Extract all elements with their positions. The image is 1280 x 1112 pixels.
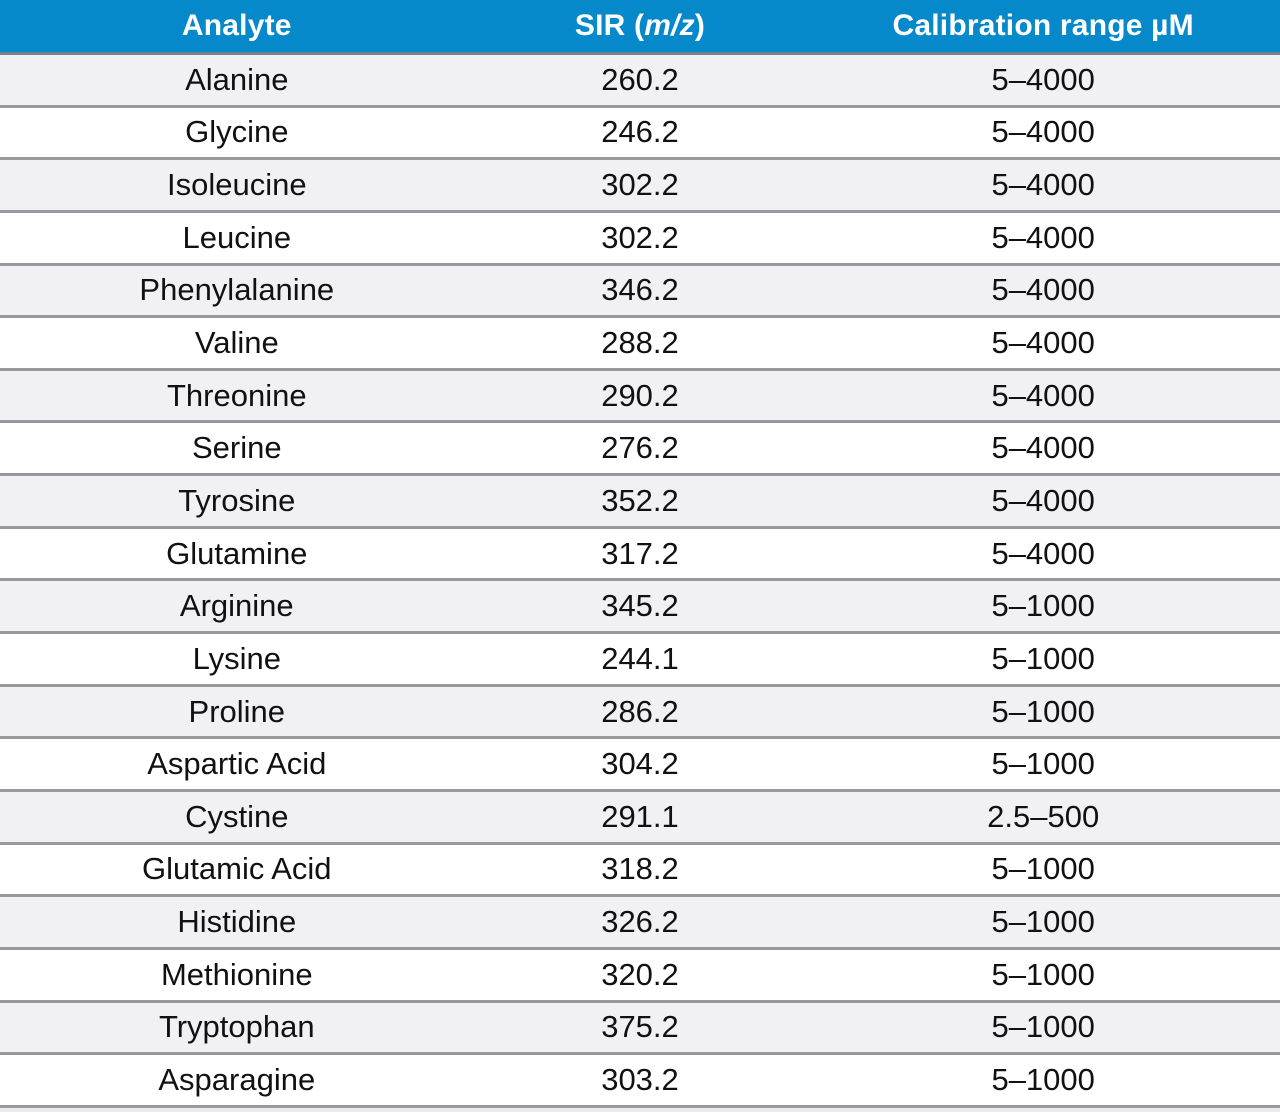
table-row: Tryptophan 375.2 5–1000 [0,999,1280,1053]
analyte-cell: Histidine [177,904,297,940]
range-cell: 5–4000 [991,272,1095,308]
range-cell: 5–4000 [991,325,1095,361]
table-row: Leucine 302.2 5–4000 [0,209,1280,263]
range-cell: 5–4000 [991,535,1095,571]
range-cell: 5–1000 [991,588,1095,624]
range-cell: 5–4000 [991,167,1095,203]
header-sir-mz: SIR (m/z) [474,9,807,43]
analyte-cell: Leucine [182,219,292,255]
sir-cell: 286.2 [601,693,679,729]
table-row: Valine 288.2 5–4000 [0,315,1280,368]
table-row: Aspartic Acid 304.2 5–1000 [0,736,1280,789]
table-row: Lysine 244.1 5–1000 [0,631,1280,684]
table-row: Isoleucine 302.2 5–4000 [0,157,1280,210]
table-row: Tyrosine 352.2 5–4000 [0,473,1280,526]
sir-cell: 303.2 [601,1061,679,1097]
sir-cell: 320.2 [601,956,679,992]
table-row: Threonine 290.2 5–4000 [0,367,1280,421]
range-cell: 5–1000 [991,1009,1095,1045]
table-body: Alanine 260.2 5–4000 Glycine 246.2 5–400… [0,52,1280,1105]
header-calibration-range: Calibration range µM [892,9,1194,42]
analyte-cell: Glutamic Acid [142,851,332,887]
header-sir-prefix: SIR ( [574,9,645,42]
range-cell: 5–1000 [991,746,1095,782]
range-cell: 5–4000 [991,219,1095,255]
range-cell: 5–4000 [991,482,1095,518]
analyte-cell: Lysine [192,640,282,676]
table-row: Histidine 326.2 5–1000 [0,894,1280,947]
table-header-row: Analyte SIR (m/z) Calibration range µM [0,0,1280,52]
table-row: Asparagine 303.2 5–1000 [0,1052,1280,1105]
range-cell: 2.5–500 [987,798,1100,834]
analyte-cell: Tryptophan [158,1009,315,1045]
analyte-cell: Serine [191,430,282,466]
table-row: Phenylalanine 346.2 5–4000 [0,262,1280,316]
analyte-cell: Proline [188,693,286,729]
table-row: Alanine 260.2 5–4000 [0,52,1280,105]
range-cell: 5–4000 [991,61,1095,97]
table-row: Cystine 291.1 2.5–500 [0,788,1280,842]
sir-cell: 302.2 [601,219,679,255]
header-sir-suffix: ) [694,9,706,42]
range-cell: 5–1000 [991,851,1095,887]
sir-cell: 288.2 [601,325,679,361]
sir-cell: 317.2 [601,535,679,571]
sir-cell: 260.2 [601,61,679,97]
table-row: Glutamic Acid 318.2 5–1000 [0,841,1280,895]
sir-cell: 326.2 [601,904,679,940]
analyte-cell: Phenylalanine [139,272,335,308]
analyte-cell: Valine [194,325,279,361]
table-row: Proline 286.2 5–1000 [0,683,1280,737]
sir-cell: 290.2 [601,377,679,413]
sir-cell: 345.2 [601,588,679,624]
table-row: Arginine 345.2 5–1000 [0,578,1280,632]
analyte-cell: Glycine [185,114,289,150]
sir-cell: 375.2 [601,1009,679,1045]
analyte-cell: Methionine [160,956,313,992]
sir-cell: 352.2 [601,482,679,518]
range-cell: 5–1000 [991,1061,1095,1097]
analyte-cell: Asparagine [158,1061,316,1097]
table-row: Methionine 320.2 5–1000 [0,946,1280,1000]
range-cell: 5–1000 [991,640,1095,676]
analyte-cell: Tyrosine [178,482,296,518]
range-cell: 5–1000 [991,693,1095,729]
table-row: Serine 276.2 5–4000 [0,420,1280,474]
range-cell: 5–1000 [991,904,1095,940]
header-analyte: Analyte [181,9,292,42]
range-cell: 5–1000 [991,956,1095,992]
analyte-cell: Alanine [185,61,289,97]
analyte-cell: Threonine [167,377,307,413]
analyte-cell: Glutamine [166,535,308,571]
sir-cell: 246.2 [601,114,679,150]
analyte-cell: Cystine [185,798,289,834]
sir-cell: 304.2 [601,746,679,782]
range-cell: 5–4000 [991,114,1095,150]
sir-cell: 291.1 [601,798,679,834]
analyte-cell: Aspartic Acid [147,746,327,782]
header-sir-mz-italic: m/z [644,9,695,42]
analyte-cell: Arginine [179,588,294,624]
analyte-cell: Isoleucine [167,167,307,203]
range-cell: 5–4000 [991,377,1095,413]
table-row: Glycine 246.2 5–4000 [0,104,1280,158]
table-row: Glutamine 317.2 5–4000 [0,525,1280,579]
sir-cell: 302.2 [601,167,679,203]
bottom-partial-row [0,1104,1280,1112]
range-cell: 5–4000 [991,430,1095,466]
sir-cell: 276.2 [601,430,679,466]
sir-cell: 346.2 [601,272,679,308]
sir-cell: 318.2 [601,851,679,887]
sir-cell: 244.1 [601,640,679,676]
